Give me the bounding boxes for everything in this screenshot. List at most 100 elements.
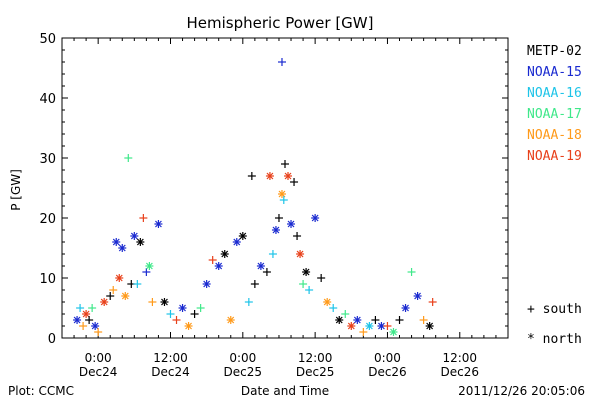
data-point-stroke-d2 [287, 220, 295, 228]
data-point [290, 178, 299, 186]
x-tick-label-time: 12:00 [442, 351, 477, 365]
data-point [121, 292, 130, 300]
y-tick-label: 50 [39, 32, 56, 47]
marker-legend-item: + south [527, 302, 582, 317]
data-point-stroke-d2 [311, 214, 319, 222]
data-point-stroke-d2 [227, 316, 235, 324]
data-point [284, 172, 293, 180]
data-point-stroke-d2 [278, 190, 286, 198]
data-point [371, 316, 380, 324]
data-point [305, 286, 314, 294]
data-point [317, 274, 326, 282]
data-point [172, 316, 181, 324]
data-point [136, 238, 145, 246]
data-point [383, 322, 392, 330]
x-tick-label-time: 12:00 [298, 351, 333, 365]
legend-item: NOAA-16 [527, 86, 582, 101]
data-point-stroke-d2 [112, 238, 120, 246]
data-point [395, 316, 404, 324]
data-point [238, 232, 247, 240]
data-point-stroke-d2 [426, 322, 434, 330]
x-tick-label-date: Dec24 [79, 365, 118, 379]
y-tick-label: 20 [39, 212, 56, 227]
data-point [196, 304, 205, 312]
data-point [268, 250, 277, 258]
y-tick-label: 30 [39, 152, 56, 167]
data-point [419, 316, 428, 324]
y-tick-label: 40 [39, 92, 56, 107]
data-point [142, 268, 151, 276]
data-point-stroke-d2 [323, 298, 331, 306]
x-tick-label-date: Dec25 [296, 365, 335, 379]
data-point-stroke-d2 [302, 268, 310, 276]
x-tick-label-date: Dec26 [441, 365, 480, 379]
data-point [265, 172, 274, 180]
data-point [353, 316, 362, 324]
data-point [118, 244, 127, 252]
data-point [148, 298, 157, 306]
y-axis-ticks: 0 10 20 30 40 50 [39, 32, 508, 347]
data-point [377, 322, 386, 330]
data-point [279, 196, 288, 204]
data-point [166, 310, 175, 318]
x-tick-label-time: 0:00 [374, 351, 401, 365]
data-point [274, 214, 283, 222]
data-point [299, 280, 308, 288]
y-tick-label: 10 [39, 272, 56, 287]
legend-item: NOAA-15 [527, 65, 582, 80]
data-point [133, 280, 142, 288]
data-point [262, 268, 271, 276]
data-point-stroke-d2 [155, 220, 162, 228]
data-point [145, 262, 154, 270]
plot-area [61, 37, 509, 339]
data-point [184, 322, 193, 330]
legend-item: NOAA-17 [527, 107, 582, 122]
y-tick-label: 0 [48, 332, 56, 347]
data-point [311, 214, 320, 222]
marker-legend-item: * north [527, 332, 582, 347]
legend-item: NOAA-18 [527, 128, 582, 143]
data-point [115, 274, 124, 282]
x-tick-label-time: 12:00 [153, 351, 188, 365]
data-point-stroke-d2 [266, 172, 274, 180]
x-tick-label-time: 0:00 [85, 351, 112, 365]
data-point [160, 298, 169, 306]
data-point [214, 262, 223, 270]
data-point [202, 280, 211, 288]
data-point [106, 292, 115, 300]
data-point-stroke-d2 [353, 316, 361, 324]
x-tick-label-time: 0:00 [229, 351, 256, 365]
legend-item: NOAA-19 [527, 149, 582, 164]
data-point-stroke-d2 [161, 298, 168, 306]
data-point-stroke-d2 [221, 250, 229, 258]
data-point [335, 316, 344, 324]
x-tick-label-date: Dec26 [368, 365, 407, 379]
data-point [139, 214, 148, 222]
x-tick-label-date: Dec24 [151, 365, 190, 379]
data-point [88, 304, 97, 312]
data-point-stroke-d2 [100, 298, 108, 306]
data-point-stroke-d2 [203, 280, 211, 288]
data-point [250, 280, 259, 288]
x-axis-ticks: 0:00Dec2412:00Dec240:00Dec2512:00Dec250:… [61, 38, 509, 379]
data-point [365, 322, 374, 330]
data-point [190, 310, 199, 318]
data-point [130, 232, 139, 240]
data-point-stroke-d2 [121, 292, 129, 300]
data-point-stroke-d2 [414, 292, 422, 300]
data-point [401, 304, 410, 312]
data-point [94, 328, 103, 336]
data-point [407, 268, 416, 276]
data-point-stroke-d2 [335, 316, 343, 324]
data-point [277, 190, 286, 198]
data-point [76, 304, 85, 312]
data-point-stroke-d2 [272, 226, 280, 234]
legend-item: METP-02 [527, 44, 582, 59]
data-point-stroke-d2 [115, 274, 123, 282]
data-point [100, 298, 109, 306]
data-point-stroke-d2 [136, 238, 144, 246]
plot-frame [61, 37, 509, 339]
data-point-stroke-d2 [91, 322, 99, 330]
